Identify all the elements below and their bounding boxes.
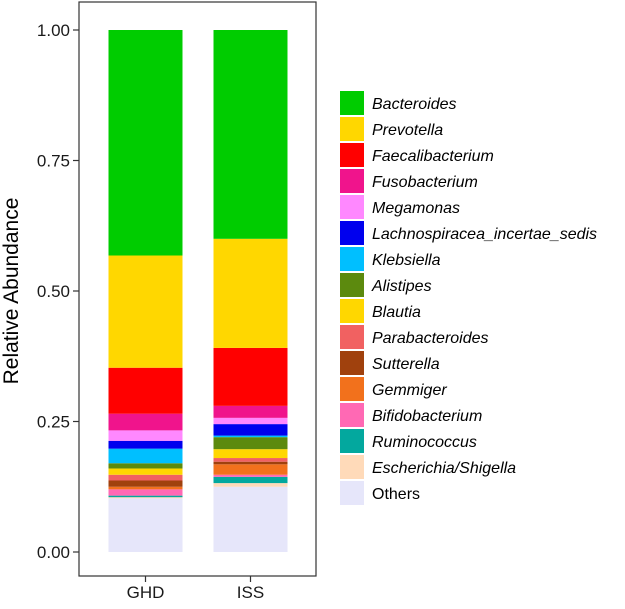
bar-segment-ghd-fusobacterium bbox=[108, 413, 183, 431]
bar-segment-iss-prevotella bbox=[213, 238, 288, 348]
bar-segment-ghd-prevotella bbox=[108, 255, 183, 368]
bar-segment-ghd-ruminococcus bbox=[108, 495, 183, 498]
legend-item-prevotella: Prevotella bbox=[340, 117, 443, 141]
bar-stack-ghd bbox=[108, 30, 183, 552]
bar-segment-ghd-sutterella bbox=[108, 480, 183, 487]
legend-swatch bbox=[340, 221, 364, 245]
legend-item-faecalibacterium: Faecalibacterium bbox=[340, 143, 494, 167]
legend-swatch bbox=[340, 481, 364, 505]
y-tick-label: 0.50 bbox=[37, 282, 70, 301]
y-tick-label: 0.00 bbox=[37, 543, 70, 562]
y-tick-label: 0.75 bbox=[37, 152, 70, 171]
legend-swatch bbox=[340, 273, 364, 297]
legend-label: Megamonas bbox=[372, 200, 460, 217]
legend-label: Others bbox=[372, 486, 420, 503]
bar-segment-iss-blautia bbox=[213, 449, 288, 459]
legend-label: Bacteroides bbox=[372, 96, 457, 113]
bar-segment-ghd-lachnospiracea-incertae-sedis bbox=[108, 440, 183, 449]
legend-item-escherichia-shigella: Escherichia/Shigella bbox=[340, 455, 516, 479]
legend-label: Alistipes bbox=[371, 278, 432, 295]
x-axis: GHD ISS bbox=[127, 576, 264, 602]
legend-swatch bbox=[340, 325, 364, 349]
legend-swatch bbox=[340, 299, 364, 323]
legend-item-gemmiger: Gemmiger bbox=[340, 377, 447, 401]
y-axis-title: Relative Abundance bbox=[0, 198, 23, 385]
legend-label: Klebsiella bbox=[372, 252, 441, 269]
legend-swatch bbox=[340, 351, 364, 375]
legend-item-blautia: Blautia bbox=[340, 299, 421, 323]
bar-segment-iss-escherichia-shigella bbox=[213, 483, 288, 487]
legend-item-klebsiella: Klebsiella bbox=[340, 247, 441, 271]
bar-segment-ghd-bifidobacterium bbox=[108, 489, 183, 496]
legend-label: Ruminococcus bbox=[372, 434, 477, 451]
legend-label: Escherichia/Shigella bbox=[372, 460, 516, 477]
legend-swatch bbox=[340, 377, 364, 401]
legend-swatch bbox=[340, 143, 364, 167]
legend-label: Blautia bbox=[372, 304, 421, 321]
bar-segment-ghd-others bbox=[108, 498, 183, 552]
bar-segment-iss-sutterella bbox=[213, 461, 288, 465]
bar-segment-ghd-blautia bbox=[108, 468, 183, 475]
bar-segment-ghd-escherichia-shigella bbox=[108, 497, 183, 499]
bars-layer bbox=[108, 30, 288, 552]
legend-label: Prevotella bbox=[372, 122, 443, 139]
legend-item-lachnospiracea-incertae-sedis: Lachnospiracea_incertae_sedis bbox=[340, 221, 597, 245]
bar-segment-iss-lachnospiracea-incertae-sedis bbox=[213, 424, 288, 436]
legend-swatch bbox=[340, 403, 364, 427]
bar-segment-iss-klebsiella bbox=[213, 435, 288, 438]
bar-segment-iss-ruminococcus bbox=[213, 476, 288, 484]
bar-segment-iss-fusobacterium bbox=[213, 405, 288, 418]
legend-item-others: Others bbox=[340, 481, 420, 505]
legend-label: Sutterella bbox=[372, 356, 440, 373]
bar-segment-iss-bacteroides bbox=[213, 30, 288, 239]
legend-item-bifidobacterium: Bifidobacterium bbox=[340, 403, 482, 427]
legend-item-alistipes: Alistipes bbox=[340, 273, 432, 297]
bar-segment-iss-bifidobacterium bbox=[213, 474, 288, 477]
legend-swatch bbox=[340, 455, 364, 479]
bar-segment-ghd-megamonas bbox=[108, 430, 183, 441]
legend-item-sutterella: Sutterella bbox=[340, 351, 440, 375]
legend-swatch bbox=[340, 91, 364, 115]
legend-label: Lachnospiracea_incertae_sedis bbox=[372, 226, 597, 243]
bar-segment-ghd-faecalibacterium bbox=[108, 367, 183, 414]
legend-swatch bbox=[340, 429, 364, 453]
legend-label: Bifidobacterium bbox=[372, 408, 482, 425]
x-tick-label: ISS bbox=[237, 583, 264, 602]
bar-segment-ghd-gemmiger bbox=[108, 486, 183, 490]
bar-segment-iss-others bbox=[213, 486, 288, 552]
legend-item-parabacteroides: Parabacteroides bbox=[340, 325, 489, 349]
bar-segment-iss-parabacteroides bbox=[213, 458, 288, 462]
bar-segment-ghd-parabacteroides bbox=[108, 474, 183, 481]
y-tick-label: 0.25 bbox=[37, 413, 70, 432]
legend-item-bacteroides: Bacteroides bbox=[340, 91, 457, 115]
y-tick-label: 1.00 bbox=[37, 21, 70, 40]
legend-label: Gemmiger bbox=[372, 382, 447, 399]
legend: Bacteroides Prevotella Faecalibacterium Fus… bbox=[340, 91, 597, 505]
legend-swatch bbox=[340, 195, 364, 219]
bar-segment-ghd-alistipes bbox=[108, 463, 183, 469]
legend-item-fusobacterium: Fusobacterium bbox=[340, 169, 478, 193]
legend-item-megamonas: Megamonas bbox=[340, 195, 460, 219]
bar-segment-ghd-klebsiella bbox=[108, 448, 183, 464]
legend-swatch bbox=[340, 117, 364, 141]
legend-label: Fusobacterium bbox=[372, 174, 478, 191]
x-tick-label: GHD bbox=[127, 583, 165, 602]
legend-swatch bbox=[340, 247, 364, 271]
bar-segment-ghd-bacteroides bbox=[108, 30, 183, 256]
bar-segment-iss-alistipes bbox=[213, 437, 288, 450]
bar-segment-iss-faecalibacterium bbox=[213, 347, 288, 406]
bar-stack-iss bbox=[213, 30, 288, 552]
legend-label: Parabacteroides bbox=[372, 330, 489, 347]
legend-item-ruminococcus: Ruminococcus bbox=[340, 429, 477, 453]
legend-swatch bbox=[340, 169, 364, 193]
bar-segment-iss-gemmiger bbox=[213, 464, 288, 475]
bar-segment-iss-megamonas bbox=[213, 417, 288, 425]
legend-label: Faecalibacterium bbox=[372, 148, 494, 165]
y-axis: 0.00 0.25 0.50 0.75 1.00 bbox=[37, 21, 79, 562]
